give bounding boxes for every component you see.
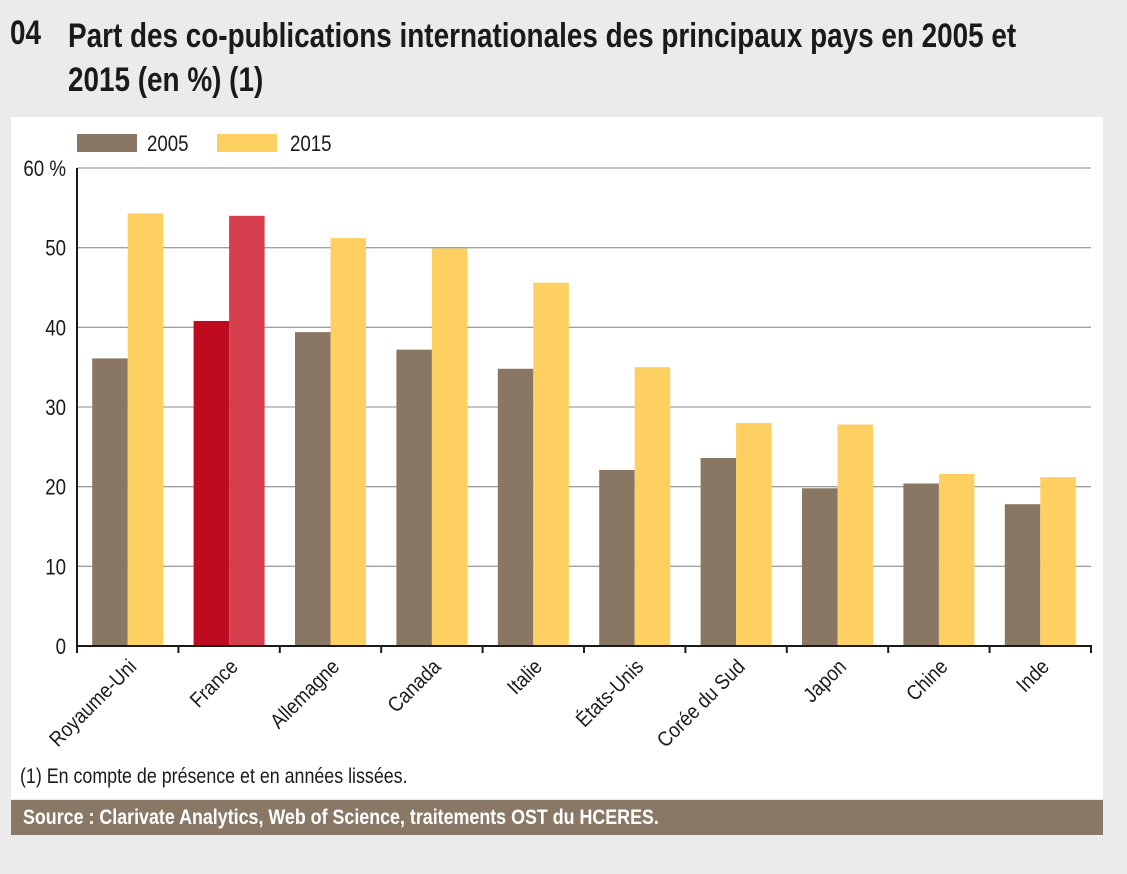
x-tick-label: États-Unis	[571, 654, 649, 732]
bar-2005-corée-du-sud	[700, 457, 737, 646]
x-tick-label: Allemagne	[266, 655, 344, 733]
source-text: Source : Clarivate Analytics, Web of Sci…	[23, 806, 659, 829]
bar-2005-états-unis	[599, 469, 635, 646]
bar-2015-france	[229, 215, 265, 647]
x-tick-label: Italie	[503, 655, 547, 699]
legend-label-2005: 2005	[147, 133, 189, 157]
x-tick-label: Corée du Sud	[653, 655, 750, 752]
bar-2015-corée-du-sud	[736, 422, 772, 646]
x-tick-label: Japon	[799, 655, 851, 707]
bar-2005-japon	[802, 488, 838, 646]
y-tick-label: 60 %	[23, 158, 66, 182]
bar-2005-france	[193, 320, 230, 646]
bar-2005-chine	[903, 483, 939, 646]
bar-2015-inde	[1040, 477, 1076, 646]
x-axis-labels: Royaume-Uni France Allemagne Canada Italie Ét…	[45, 654, 1054, 752]
chart-title: Part des co-publications internationales…	[68, 17, 1017, 99]
x-tick-label: Canada	[383, 655, 445, 717]
y-tick-label: 40	[45, 317, 66, 341]
x-tick-label: Chine	[902, 655, 953, 706]
axes	[76, 168, 1092, 653]
bars	[92, 213, 1076, 647]
bar-2015-chine	[938, 473, 975, 646]
y-tick-label: 50	[45, 237, 66, 261]
bar-2005-royaume-uni	[92, 358, 128, 646]
legend: 2005 2015	[77, 133, 332, 157]
y-tick-label: 30	[45, 397, 66, 421]
bar-2015-allemagne	[330, 238, 366, 646]
bar-2005-inde	[1004, 504, 1041, 646]
y-tick-label: 10	[45, 556, 66, 580]
bar-2015-royaume-uni	[127, 213, 164, 646]
x-tick-label: Inde	[1012, 655, 1054, 697]
legend-swatch-2005	[77, 134, 137, 152]
bar-2015-italie	[533, 282, 569, 646]
legend-label-2015: 2015	[290, 133, 332, 157]
legend-swatch-2015	[217, 134, 277, 152]
y-tick-label: 20	[45, 476, 66, 500]
bar-2015-états-unis	[634, 367, 671, 646]
bar-2015-japon	[837, 424, 873, 646]
x-tick-label: France	[186, 655, 243, 712]
x-tick-label: Royaume-Uni	[45, 655, 141, 751]
bar-2005-allemagne	[295, 332, 331, 646]
bar-2005-canada	[396, 349, 432, 646]
bar-2005-italie	[497, 368, 534, 646]
source-bar: Source : Clarivate Analytics, Web of Sci…	[11, 800, 1103, 835]
y-tick-label: 0	[56, 636, 66, 660]
y-axis-ticks: 0 10 20 30 40 50 60 %	[23, 158, 66, 660]
footnote: (1) En compte de présence et en années l…	[20, 765, 408, 789]
figure-number: 04	[10, 14, 42, 52]
bar-2015-canada	[431, 248, 468, 647]
